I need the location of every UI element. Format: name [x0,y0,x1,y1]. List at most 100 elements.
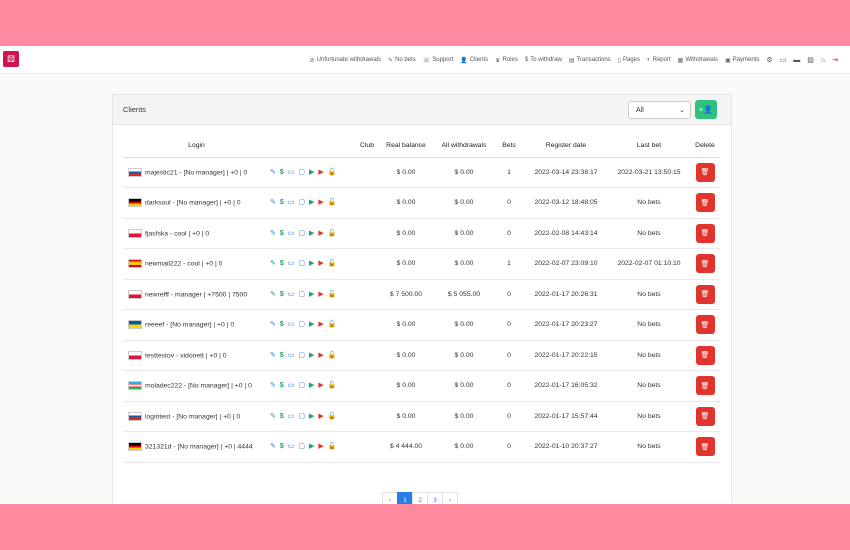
lock-icon[interactable]: 🔓 [327,382,337,390]
chat-icon[interactable]: ▢ [298,321,306,329]
nav-link-clients[interactable]: 👤 Clients [460,57,488,64]
delete-button[interactable]: 🗑 [695,345,715,365]
calendar-icon[interactable]: ▭ [287,229,295,237]
edit-icon[interactable]: ✎ [270,412,276,420]
delete-button[interactable]: 🗑 [695,315,715,335]
delete-button[interactable]: 🗑 [695,223,715,243]
youtube-icon[interactable]: ▶ [318,260,324,268]
login-text[interactable]: 321321d - [No manager] | +0 | 4444 [145,443,253,451]
login-text[interactable]: moladec222 - [No manager] | +0 | 0 [145,382,252,390]
delete-button[interactable]: 🗑 [695,284,715,304]
delete-button[interactable]: 🗑 [695,406,715,426]
video-icon[interactable]: ▶ [309,412,315,420]
youtube-icon[interactable]: ▶ [318,168,324,176]
dollar-icon[interactable]: $ [279,168,284,176]
delete-button[interactable]: 🗑 [695,193,715,213]
edit-icon[interactable]: ✎ [270,168,276,176]
edit-icon[interactable]: ✎ [270,351,276,359]
youtube-icon[interactable]: ▶ [318,199,324,207]
image-icon[interactable]: ▨ [807,57,814,64]
chat-icon[interactable]: ▢ [298,260,306,268]
chat-icon[interactable]: ▢ [298,199,306,207]
calendar-icon[interactable]: ▭ [287,199,295,207]
add-user-button[interactable]: +👤 [695,100,717,119]
youtube-icon[interactable]: ▶ [318,443,324,451]
video-icon[interactable]: ▶ [309,321,315,329]
lock-icon[interactable]: 🔓 [327,260,337,268]
delete-button[interactable]: 🗑 [695,254,715,274]
edit-icon[interactable]: ✎ [270,321,276,329]
video-icon[interactable]: ▶ [309,290,315,298]
lock-icon[interactable]: 🔓 [327,351,337,359]
chat-icon[interactable]: ▢ [298,382,306,390]
chat-icon[interactable]: ▢ [298,412,306,420]
edit-icon[interactable]: ✎ [270,260,276,268]
dollar-icon[interactable]: $ [279,412,284,420]
login-text[interactable]: newmail222 - cool | +0 | 0 [145,260,223,268]
video-icon[interactable]: ▶ [309,443,315,451]
calendar-icon[interactable]: ▭ [287,443,295,451]
dollar-icon[interactable]: $ [279,229,284,237]
delete-button[interactable]: 🗑 [695,437,715,457]
calendar-icon[interactable]: ▭ [287,412,295,420]
nav-link-payments[interactable]: ▣ Payments [725,57,759,64]
dollar-icon[interactable]: $ [279,199,284,207]
lock-icon[interactable]: 🔓 [327,168,337,176]
dollar-icon[interactable]: $ [279,351,284,359]
calendar-icon[interactable]: ▭ [287,382,295,390]
nav-link-support[interactable]: ☏ Support [423,57,454,64]
dollar-icon[interactable]: $ [279,321,284,329]
youtube-icon[interactable]: ▶ [318,382,324,390]
nav-link-transactions[interactable]: ▤ Transactions [569,57,611,64]
chat-icon[interactable]: ▢ [298,168,306,176]
login-text[interactable]: testtestov - xidonett | +0 | 0 [145,352,227,360]
lock-icon[interactable]: 🔓 [327,443,337,451]
edit-icon[interactable]: ✎ [270,290,276,298]
chat-icon[interactable]: ▢ [298,229,306,237]
youtube-icon[interactable]: ▶ [318,229,324,237]
lock-icon[interactable]: 🔓 [327,412,337,420]
lock-icon[interactable]: 🔓 [327,290,337,298]
login-text[interactable]: fjasfska - cool | +0 | 0 [145,230,210,238]
chat-icon[interactable]: ▬ [793,56,801,64]
settings-icon[interactable]: ⚙ [766,57,773,64]
calendar-icon[interactable]: ▭ [287,260,295,268]
dollar-icon[interactable]: $ [279,382,284,390]
calendar-icon[interactable]: ▭ [287,168,295,176]
youtube-icon[interactable]: ▶ [318,290,324,298]
lock-icon[interactable]: 🔓 [327,199,337,207]
login-text[interactable]: newrefff - manager | +7500 | 7500 [145,291,248,299]
delete-button[interactable]: 🗑 [695,376,715,396]
video-icon[interactable]: ▶ [309,168,315,176]
calendar-icon[interactable]: ▭ [287,290,295,298]
edit-icon[interactable]: ✎ [270,382,276,390]
video-icon[interactable]: ▶ [309,199,315,207]
video-icon[interactable]: ▶ [309,229,315,237]
home-icon[interactable]: ⌂ [820,56,826,64]
youtube-icon[interactable]: ▶ [318,351,324,359]
login-text[interactable]: majestic21 - [No manager] | +0 | 0 [145,169,248,177]
nav-link-pages[interactable]: ▯ Pages [618,57,640,64]
login-text[interactable]: reeeef - [No manager] | +0 | 0 [145,321,235,329]
dollar-icon[interactable]: $ [279,290,284,298]
dollar-icon[interactable]: $ [279,443,284,451]
dollar-icon[interactable]: $ [279,260,284,268]
dice-logo-icon[interactable]: ⚄ [3,51,19,67]
edit-icon[interactable]: ✎ [270,443,276,451]
delete-button[interactable]: 🗑 [695,162,715,182]
login-text[interactable]: logintest - [No manager] | +0 | 0 [145,413,241,421]
youtube-icon[interactable]: ▶ [318,412,324,420]
chat-icon[interactable]: ▢ [298,351,306,359]
calendar-icon[interactable]: ▭ [287,351,295,359]
nav-link-report[interactable]: ◐ Report [647,57,671,63]
nav-link-unfortunate-withdrawals[interactable]: ⊘ Unfortunate withdrawals [310,57,381,64]
filter-select[interactable]: All ⌄ [628,101,691,119]
video-icon[interactable]: ▶ [309,351,315,359]
edit-icon[interactable]: ✎ [270,229,276,237]
login-text[interactable]: darksoul - [No manager] | +0 | 0 [145,199,241,207]
nav-link-no-bets[interactable]: ✎ No bets [388,57,416,64]
ticket-icon[interactable]: ▭ [779,57,787,64]
nav-link-to-withdraw[interactable]: $ To withdraw [525,57,562,63]
chat-icon[interactable]: ▢ [298,443,306,451]
lock-icon[interactable]: 🔓 [327,321,337,329]
